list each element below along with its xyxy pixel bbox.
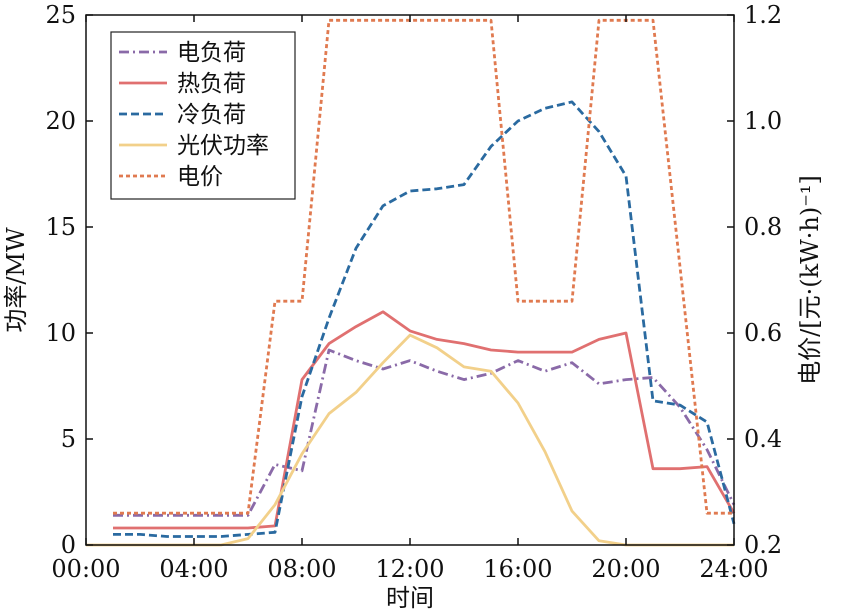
x-tick-label: 20:00	[591, 555, 660, 583]
x-tick-label: 24:00	[699, 555, 768, 583]
y-right-tick-label: 0.2	[744, 531, 782, 559]
plot-area	[86, 18, 736, 547]
series-line-1	[113, 348, 736, 517]
y-left-tick-label: 5	[61, 425, 76, 453]
x-tick-label: 08:00	[267, 555, 336, 583]
y-right-tick-label: 0.8	[744, 213, 782, 241]
x-tick-label: 04:00	[159, 555, 228, 583]
y-right-tick-label: 1.2	[744, 1, 782, 29]
series-line-4	[86, 333, 734, 547]
series-line-5	[113, 18, 734, 515]
y-axis-left-label: 功率/MW	[2, 227, 30, 333]
legend-label-4: 光伏功率	[177, 133, 269, 159]
y-right-tick-label: 0.4	[744, 425, 782, 453]
x-tick-label: 12:00	[375, 555, 444, 583]
legend-label-5: 电价	[177, 164, 223, 190]
y-left-tick-label: 25	[45, 1, 76, 29]
y-left-tick-label: 20	[45, 107, 76, 135]
x-tick-label: 00:00	[51, 555, 120, 583]
series-line-3	[113, 100, 736, 538]
legend-box	[110, 31, 296, 200]
series-line-2	[113, 310, 736, 530]
legend-label-1: 电负荷	[177, 40, 246, 66]
y-right-tick-label: 1.0	[744, 107, 782, 135]
y-right-tick-label: 0.6	[744, 319, 782, 347]
y-left-tick-label: 10	[45, 319, 76, 347]
axes: 00:00 04:00 08:00 12:00 16:00 20:00 24:00 0 5 10 1…	[45, 1, 782, 583]
legend-label-3: 冷负荷	[177, 102, 246, 128]
legend-label-2: 热负荷	[177, 71, 246, 97]
y-axis-right-label: 电价/[元·(kW·h)⁻¹]	[796, 175, 824, 385]
y-left-tick-label: 0	[61, 531, 76, 559]
x-axis-label: 时间	[386, 584, 434, 612]
x-tick-label: 16:00	[483, 555, 552, 583]
y-left-tick-label: 15	[45, 213, 76, 241]
